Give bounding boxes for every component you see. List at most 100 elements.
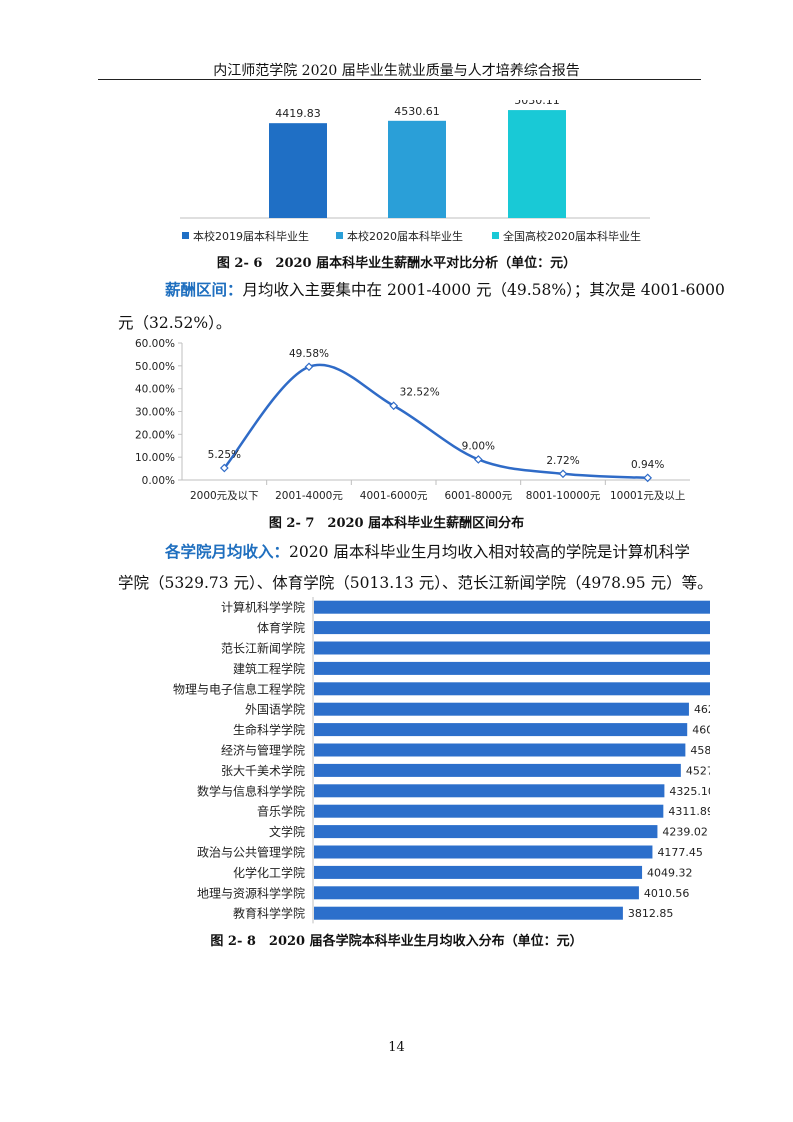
college-income-chart: 计算机科学学院5329.73体育学院5013.13范长江新闻学院4978.95建… [173,597,710,924]
college-value-label: 4239.02 [662,826,708,839]
bar-1 [269,123,327,218]
salary-range-paragraph: 薪酬区间：月均收入主要集中在 2001-4000 元（49.58%）；其次是 4… [165,276,725,304]
x-tick-label: 2001-4000元 [275,490,343,502]
header-divider [98,79,701,80]
data-value-label: 5.25% [208,449,241,461]
data-value-label: 2.72% [546,455,579,467]
college-bar [314,804,664,818]
college-income-text-2: 学院（5329.73 元）、体育学院（5013.13 元）、范长江新闻学院（49… [118,574,713,592]
data-value-label: 32.52% [400,387,440,399]
salary-range-chart: 0.00% 10.00% 20.00% 30.00% 40.00% 50.00% 60.00… [135,338,690,502]
college-bar [314,906,623,920]
college-label: 体育学院 [257,620,305,635]
college-bar [314,784,665,798]
college-bar [314,600,710,614]
salary-range-paragraph-cont: 元（32.52%）。 [118,309,231,337]
college-value-label: 4311.89 [668,805,710,818]
college-label: 生命科学学院 [233,722,305,737]
bar-value-label: 4530.61 [394,105,440,118]
college-income-keyword: 各学院月均收入： [165,543,290,561]
college-value-label: 4010.56 [644,887,690,900]
college-label: 建筑工程学院 [233,661,305,676]
data-point-marker [304,362,314,372]
y-tick-label: 20.00% [135,429,175,441]
college-label: 外国语学院 [245,702,305,717]
legend-swatch-1 [182,232,189,239]
legend-label: 全国高校2020届本科毕业生 [503,229,641,243]
series-line [223,363,648,480]
college-bar [314,702,689,716]
college-value-label: 4627.94 [694,703,710,716]
college-label: 教育科学学院 [233,906,305,921]
figure-caption-2-7: 图 2- 7 2020 届本科毕业生薪酬区间分布 [268,516,525,531]
college-income-text-1: 2020 届本科毕业生月均收入相对较高的学院是计算机科学 [289,543,690,561]
college-bar [314,825,658,839]
data-value-label: 9.00% [462,440,495,452]
college-bar [314,661,710,675]
x-tick-label: 8001-10000元 [526,490,601,502]
y-tick-label: 50.00% [135,361,175,373]
bar-3 [508,110,566,218]
college-label: 范长江新闻学院 [221,641,305,656]
college-label: 经济与管理学院 [221,743,305,758]
college-label: 物理与电子信息工程学院 [173,681,305,696]
college-label: 化学化工学院 [233,865,305,880]
page-number: 14 [388,1040,405,1055]
data-point-marker [389,401,399,411]
bar-value-label: 4419.83 [275,107,321,120]
college-bar [314,845,653,859]
college-label: 计算机科学学院 [221,600,305,615]
college-bar [314,682,710,696]
college-value-label: 4583.94 [690,744,710,757]
data-point-marker [473,455,483,464]
college-bar [314,865,643,879]
college-bar [314,723,688,737]
y-tick-label: 10.00% [135,452,175,464]
college-bar [314,763,681,777]
salary-range-text-2: 元（32.52%）。 [118,314,232,332]
page-header-title: 内江师范学院 2020 届毕业生就业质量与人才培养综合报告 [213,63,580,79]
x-tick-label: 4001-6000元 [360,490,428,502]
x-tick-label: 2000元及以下 [190,490,259,502]
legend-swatch-2 [336,232,343,239]
legend-label: 本校2020届本科毕业生 [347,229,463,243]
college-bar [314,886,639,900]
college-value-label: 4527.88 [686,764,710,777]
x-tick-label: 10001元及以上 [610,490,685,502]
college-bar [314,621,710,635]
salary-comparison-chart: 4419.83 4530.61 5030.11 本校2019届本科毕业生 本校2020届… [180,100,650,243]
college-value-label: 3812.85 [628,907,674,920]
legend-swatch-3 [492,232,499,239]
college-label: 数学与信息科学学院 [197,783,305,798]
college-value-label: 4177.45 [657,846,703,859]
college-value-label: 4325.10 [669,785,710,798]
college-label: 地理与资源科学学院 [197,885,305,900]
college-label: 张大千美术学院 [221,763,305,778]
college-income-paragraph: 各学院月均收入：2020 届本科毕业生月均收入相对较高的学院是计算机科学 [165,538,690,566]
y-tick-label: 30.00% [135,407,175,419]
y-tick-label: 40.00% [135,384,175,396]
legend-label: 本校2019届本科毕业生 [193,229,309,243]
college-bar [314,743,686,757]
college-value-label: 4049.32 [647,866,693,879]
data-value-label: 49.58% [289,348,329,360]
data-point-marker [219,463,229,473]
bar-value-label: 5030.11 [514,100,560,107]
college-bar [314,641,710,655]
salary-range-text-1: 月均收入主要集中在 2001-4000 元（49.58%）；其次是 4001-6… [242,281,725,299]
data-value-label: 0.94% [631,459,664,471]
y-tick-label: 0.00% [142,475,175,487]
data-point-marker [643,473,653,483]
salary-range-keyword: 薪酬区间： [165,281,243,299]
x-tick-label: 6001-8000元 [444,490,512,502]
college-value-label: 4606.67 [692,724,710,737]
college-label: 音乐学院 [257,804,305,819]
y-tick-label: 60.00% [135,338,175,350]
data-point-marker [558,469,568,479]
bar-2 [388,120,446,218]
figure-caption-2-8: 图 2- 8 2020 届各学院本科毕业生月均收入分布（单位：元） [210,934,583,949]
college-income-paragraph-cont: 学院（5329.73 元）、体育学院（5013.13 元）、范长江新闻学院（49… [118,569,713,597]
figure-caption-2-6: 图 2- 6 2020 届本科毕业生薪酬水平对比分析（单位：元） [216,256,577,271]
college-label: 文学院 [269,824,305,839]
college-label: 政治与公共管理学院 [197,845,305,860]
